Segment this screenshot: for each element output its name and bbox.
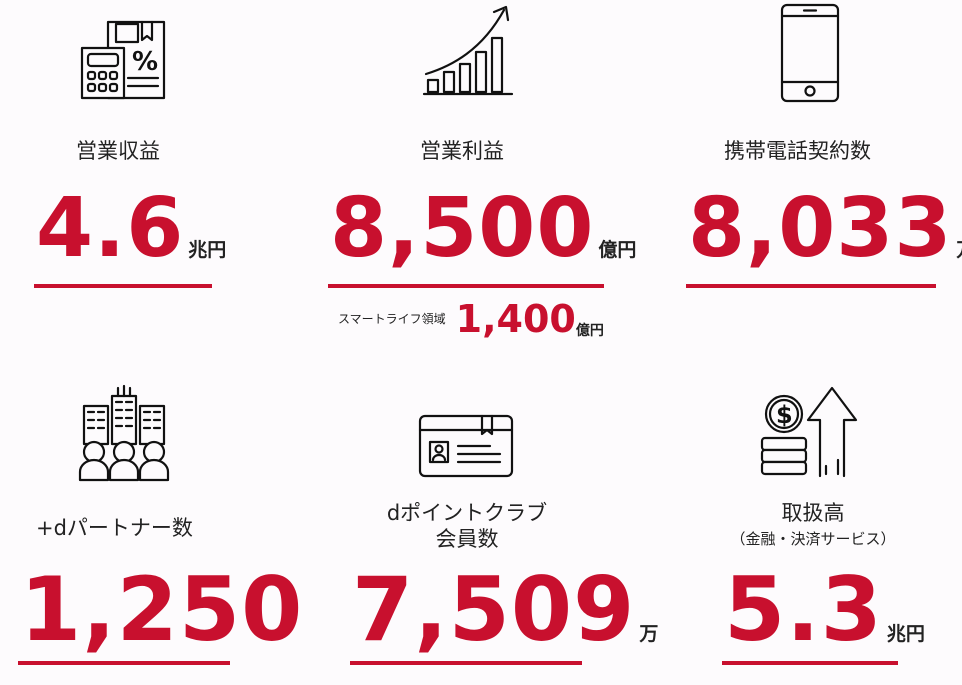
stat-label: 営業収益 xyxy=(76,139,160,163)
stat-unit: 万 xyxy=(639,623,659,645)
stat-underline xyxy=(18,661,230,665)
calculator-document-icon: % xyxy=(80,20,166,100)
stat-underline xyxy=(686,284,936,288)
stat-label-line1: dポイントクラブ xyxy=(386,501,548,525)
stat-label: 携帯電話契約数 xyxy=(724,139,871,163)
stat-unit: 億円 xyxy=(598,239,637,261)
stat-value: 5.3 兆円 xyxy=(724,566,925,654)
coins-arrow-icon: $ xyxy=(760,386,858,478)
smartphone-icon xyxy=(780,3,840,103)
stat-unit: 兆円 xyxy=(188,239,227,261)
stat-label: dポイントクラブ 会員数 xyxy=(372,500,562,552)
stat-number: 1,250 xyxy=(20,558,304,661)
sub-stat-label: スマートライフ領域 xyxy=(338,312,446,326)
stat-underline xyxy=(328,284,604,288)
stat-number: 7,509 xyxy=(352,558,636,661)
stat-label-main: 取扱高 xyxy=(781,501,845,525)
stat-label: 営業利益 xyxy=(420,139,504,163)
stat-value: 7,509 万 xyxy=(352,566,658,654)
stat-value: 8,033万 xyxy=(688,188,962,270)
stat-number: 5.3 xyxy=(724,558,883,661)
stat-value: 4.6 兆円 xyxy=(36,188,226,270)
smart-life-sub-stat: スマートライフ領域 1,400億円 xyxy=(338,300,604,338)
buildings-people-icon xyxy=(78,384,170,482)
growth-chart-icon xyxy=(422,5,514,96)
stat-number: 4.6 xyxy=(36,181,185,276)
stat-label-line2: 会員数 xyxy=(435,527,499,551)
stat-number: 8,033 xyxy=(688,181,953,276)
sub-stat-unit: 億円 xyxy=(575,323,604,339)
sub-stat-number: 1,400 xyxy=(455,297,576,341)
stat-underline xyxy=(34,284,212,288)
stat-underline xyxy=(722,661,898,665)
stat-underline xyxy=(350,661,582,665)
svg-text:%: % xyxy=(132,47,158,77)
stat-label: +dパートナー数 xyxy=(36,516,193,540)
svg-text:$: $ xyxy=(776,401,793,429)
stat-label: 取扱高 （金融・決済サービス） xyxy=(715,500,911,552)
stat-number: 8,500 xyxy=(330,181,595,276)
stat-unit: 万 xyxy=(956,239,962,261)
stat-sublabel: （金融・決済サービス） xyxy=(730,530,896,548)
stat-value: 8,500 億円 xyxy=(330,188,636,270)
stat-value: 1,250 xyxy=(20,566,303,654)
member-card-icon xyxy=(418,414,514,478)
stat-unit: 兆円 xyxy=(886,623,925,645)
